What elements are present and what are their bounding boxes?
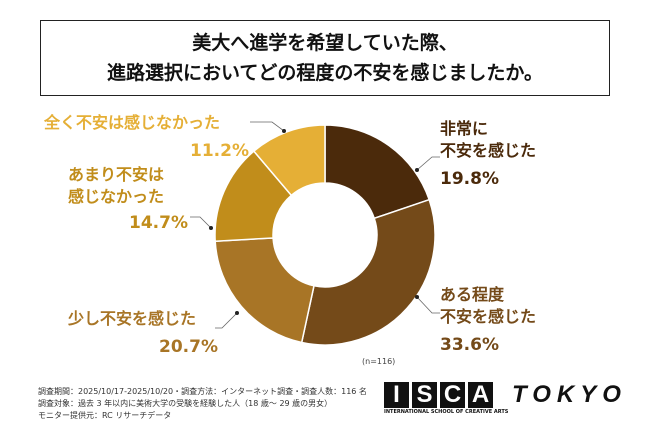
donut-slice-1 [300,198,436,346]
donut-slice-2 [214,237,315,344]
donut-slice-4 [252,124,326,197]
label-slice-4: 全く不安は感じなかった 11.2% [44,113,249,161]
title-line: 進路選択においてどの程度の不安を感じましたか。 [106,62,544,84]
donut-slice-0 [324,124,431,220]
leader-line-2 [215,312,238,329]
label-slice-0: 非常に 不安を感じた 19.8% [440,119,537,189]
leader-dot-4 [282,129,286,133]
leader-dot-2 [235,311,239,315]
sample-size: (n=116) [362,357,396,366]
label-slice-1: ある程度 不安を感じた 33.6% [440,285,537,355]
leader-line-1 [416,296,440,314]
leader-dot-1 [415,295,419,299]
leader-line-3 [190,216,212,229]
chart-title: 美大へ進学を希望していた際、 進路選択においてどの程度の不安を感じましたか。 [40,20,610,96]
leader-line-0 [416,156,440,171]
label-slice-2: 少し不安を感じた 20.7% [68,309,218,357]
leader-line-4 [250,121,285,132]
survey-notes: 調査期間：2025/10/17-2025/10/20・調査方法：インターネット調… [38,387,367,420]
title-line: 美大へ進学を希望していた際、 [192,32,458,54]
leader-dot-3 [209,226,213,230]
leader-dot-0 [415,168,419,172]
label-slice-3: あまり不安は 感じなかった 14.7% [68,165,188,233]
